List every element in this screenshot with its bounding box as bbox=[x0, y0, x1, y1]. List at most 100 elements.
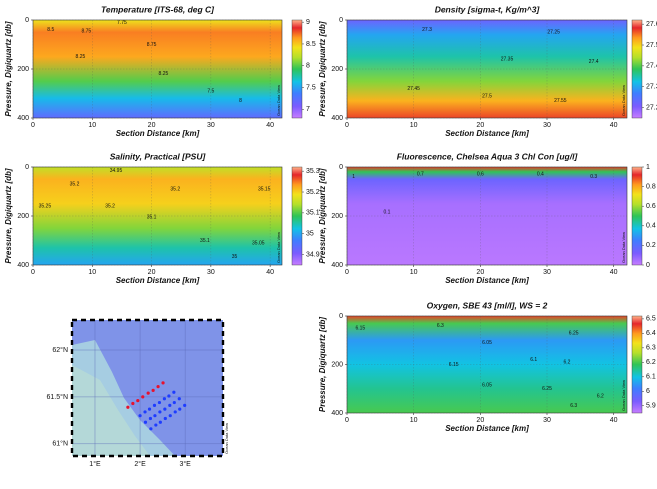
watermark: Ocean Data View bbox=[276, 232, 281, 263]
contour-label: 6.15 bbox=[355, 325, 365, 331]
watermark: Ocean Data View bbox=[621, 380, 626, 411]
x-tick-label: 2°E bbox=[134, 460, 146, 468]
colorbar-tick-label: 27.5 bbox=[646, 42, 657, 49]
section-field bbox=[347, 20, 627, 118]
map-frame bbox=[70, 318, 225, 458]
x-tick-label: 30 bbox=[543, 417, 551, 424]
x-tick-label: 30 bbox=[543, 122, 551, 129]
x-tick-label: 40 bbox=[610, 417, 618, 424]
watermark: Ocean Data View bbox=[224, 423, 229, 454]
colorbar-tick-label: 7 bbox=[306, 106, 310, 113]
station bbox=[138, 414, 142, 418]
station bbox=[178, 407, 182, 411]
contour-label: 35.1 bbox=[200, 238, 210, 244]
x-tick-label: 40 bbox=[610, 122, 618, 129]
x-tick-label: 20 bbox=[148, 122, 156, 129]
x-tick-label: 40 bbox=[610, 269, 618, 276]
station bbox=[177, 397, 181, 401]
x-tick-label: 20 bbox=[476, 122, 484, 129]
section-field bbox=[347, 167, 627, 265]
station bbox=[172, 390, 176, 394]
colorbar-tick-label: 8 bbox=[306, 63, 310, 70]
x-tick-label: 3°E bbox=[179, 460, 191, 468]
station bbox=[157, 400, 162, 405]
chart-title: Oxygen, SBE 43 [ml/l], WS = 2 bbox=[427, 300, 548, 310]
contour-label: 8.25 bbox=[76, 54, 86, 60]
y-tick-label: 0 bbox=[339, 17, 343, 24]
x-tick-label: 0 bbox=[31, 269, 35, 276]
x-tick-label: 30 bbox=[543, 269, 551, 276]
station bbox=[173, 410, 177, 414]
x-tick-label: 0 bbox=[345, 269, 349, 276]
chart-title: Density [sigma-t, Kg/m^3] bbox=[435, 4, 541, 14]
contour-label: 6.3 bbox=[570, 403, 577, 409]
y-tick-label: 200 bbox=[331, 66, 343, 73]
contour-label: 27.45 bbox=[407, 86, 420, 92]
colorbar bbox=[291, 166, 303, 266]
x-axis-label: Section Distance [km] bbox=[445, 424, 529, 433]
x-tick-label: 10 bbox=[410, 269, 418, 276]
contour-label: 35.25 bbox=[39, 204, 52, 210]
x-tick-label: 30 bbox=[207, 269, 215, 276]
y-axis-label: Pressure, Digiquartz [db] bbox=[318, 168, 327, 263]
colorbar-tick-label: 27.6 bbox=[646, 21, 657, 28]
colorbar-tick-label: 6.5 bbox=[646, 316, 656, 323]
x-tick-label: 20 bbox=[476, 417, 484, 424]
y-axis-label: Pressure, Digiquartz [db] bbox=[318, 317, 327, 412]
contour-label: 6.3 bbox=[437, 323, 444, 329]
x-tick-label: 10 bbox=[88, 122, 96, 129]
x-tick-label: 10 bbox=[410, 417, 418, 424]
x-axis-label: Section Distance [km] bbox=[116, 129, 200, 138]
colorbar-tick-label: 6.1 bbox=[646, 374, 656, 381]
contour-label: 6.25 bbox=[569, 330, 579, 336]
contour-label: 27.5 bbox=[482, 93, 492, 99]
station bbox=[158, 420, 162, 424]
x-axis-label: Section Distance [km] bbox=[116, 276, 200, 285]
contour-label: 27.35 bbox=[501, 57, 514, 63]
colorbar-tick-label: 0.4 bbox=[646, 223, 656, 230]
contour-label: 34.95 bbox=[110, 168, 123, 174]
colorbar bbox=[291, 19, 303, 119]
contour-label: 35.15 bbox=[258, 186, 271, 192]
x-axis-label: Section Distance [km] bbox=[445, 129, 529, 138]
colorbar-tick-label: 0.8 bbox=[646, 183, 656, 190]
contour-label: 6.15 bbox=[449, 362, 459, 368]
x-tick-label: 40 bbox=[266, 269, 274, 276]
y-tick-label: 61.5°N bbox=[47, 393, 68, 401]
colorbar-tick-label: 27.4 bbox=[646, 63, 657, 70]
contour-label: 6.2 bbox=[597, 393, 604, 399]
contour-label: 1 bbox=[352, 174, 355, 180]
station bbox=[153, 414, 157, 418]
station bbox=[168, 403, 172, 407]
station bbox=[163, 407, 167, 411]
y-tick-label: 61°N bbox=[52, 440, 68, 448]
station bbox=[152, 403, 157, 407]
contour-label: 35.2 bbox=[105, 204, 115, 210]
section-field bbox=[347, 316, 627, 413]
x-tick-label: 20 bbox=[148, 269, 156, 276]
colorbar-tick-label: 0 bbox=[646, 262, 650, 269]
x-tick-label: 0 bbox=[345, 417, 349, 424]
y-axis-label: Pressure, Digiquartz [db] bbox=[4, 21, 13, 116]
contour-label: 8.75 bbox=[147, 42, 157, 48]
colorbar-tick-label: 9 bbox=[306, 19, 310, 26]
shelf-inner bbox=[72, 365, 150, 456]
x-tick-label: 40 bbox=[266, 122, 274, 129]
contour-label: 6.2 bbox=[564, 359, 571, 365]
station bbox=[143, 420, 148, 424]
y-tick-label: 200 bbox=[17, 213, 29, 220]
contour-label: 7.5 bbox=[207, 88, 214, 94]
colorbar-tick-label: 35 bbox=[306, 231, 314, 238]
colorbar-tick-label: 6.2 bbox=[646, 359, 656, 366]
contour-label: 6.1 bbox=[530, 357, 537, 363]
station bbox=[143, 410, 147, 414]
contour-label: 27.4 bbox=[589, 59, 599, 65]
station bbox=[161, 381, 165, 385]
chart-title: Temperature [ITS-68, deg C] bbox=[101, 4, 215, 14]
x-tick-label: 20 bbox=[476, 269, 484, 276]
station bbox=[136, 399, 140, 403]
x-tick-label: 0 bbox=[31, 122, 35, 129]
x-tick-label: 10 bbox=[410, 122, 418, 129]
contour-label: 7.75 bbox=[117, 20, 127, 26]
